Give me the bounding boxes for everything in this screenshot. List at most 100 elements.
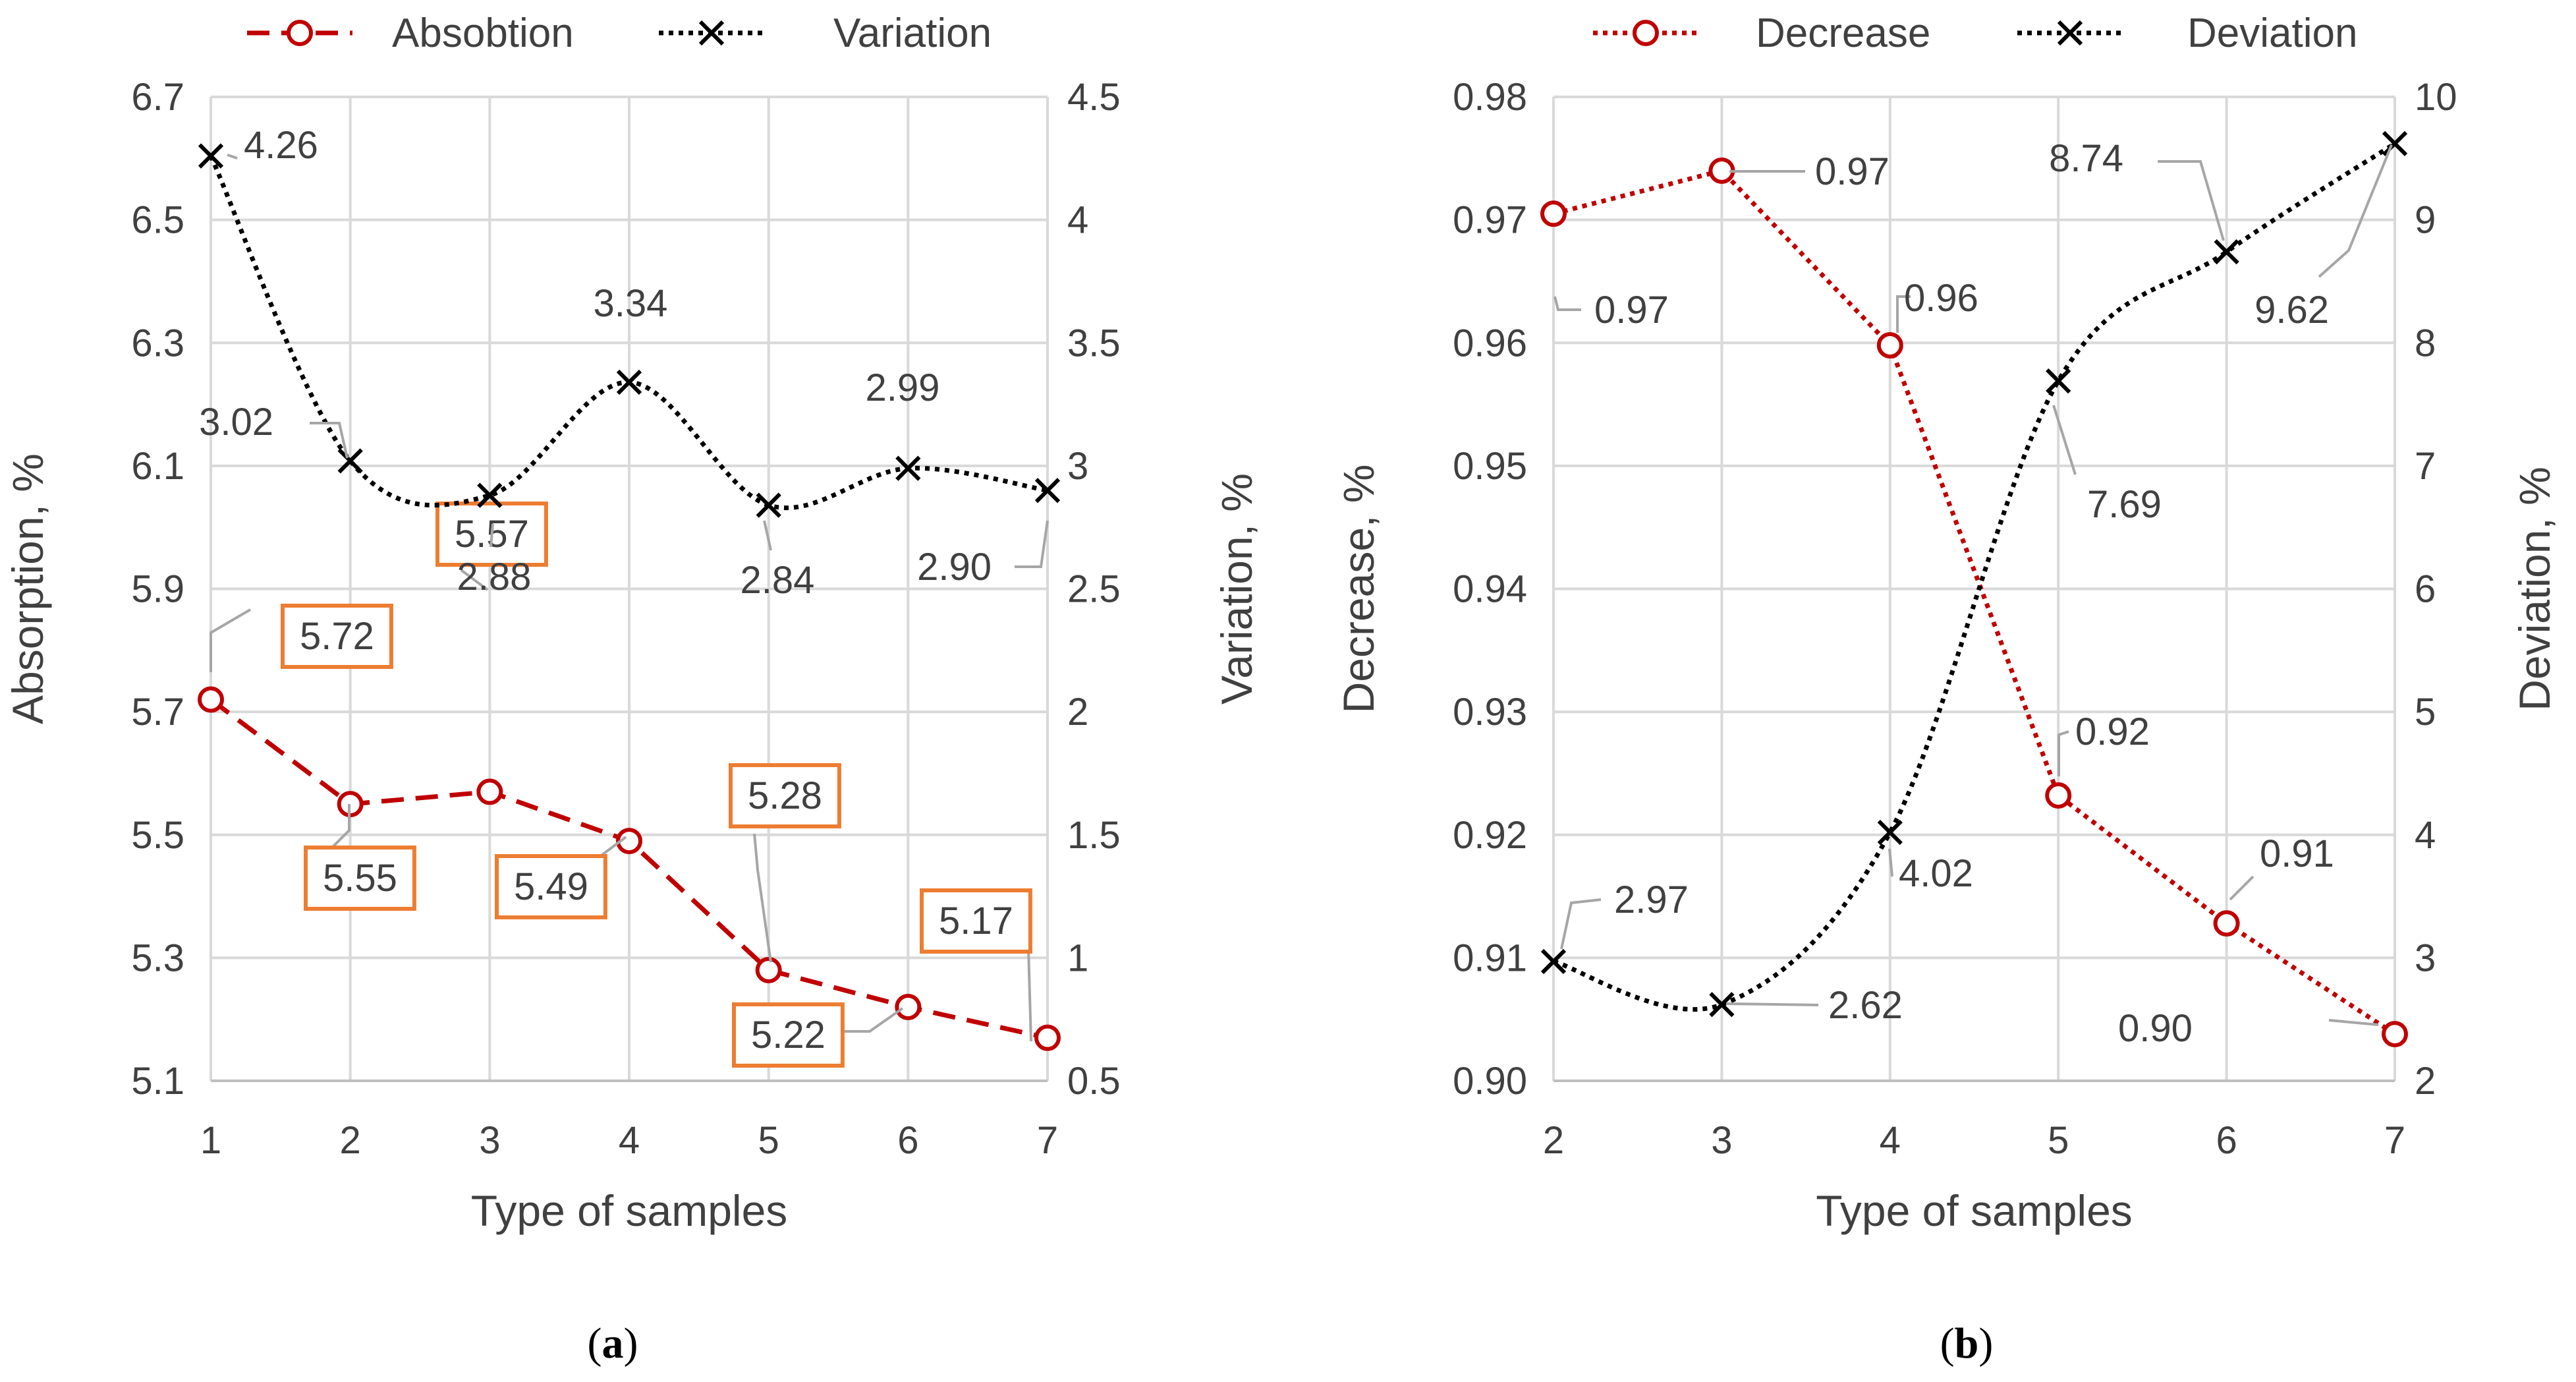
y-right-tick-label: 3	[2415, 936, 2436, 979]
data-label: 3.02	[199, 401, 273, 444]
legend-marker-x	[2057, 20, 2083, 46]
data-point-x	[337, 448, 363, 474]
data-point-x	[1034, 478, 1061, 504]
data-label: 9.62	[2254, 289, 2329, 331]
data-label-box	[920, 888, 1032, 954]
caption-letter: b	[1955, 1319, 1979, 1368]
label-leader-line	[1554, 296, 1581, 311]
data-label: 7.69	[2087, 483, 2162, 526]
x-tick-label: 1	[200, 1119, 221, 1162]
data-point-x	[477, 482, 503, 508]
label-leader-line	[1888, 848, 1893, 877]
x-tick-label: 2	[340, 1119, 361, 1162]
label-leader-line	[2158, 160, 2225, 241]
y-left-tick-label: 0.96	[1453, 322, 1527, 364]
y-right-tick-label: 1.5	[1067, 814, 1121, 857]
y-left-tick-label: 5.3	[131, 936, 184, 979]
y-left-tick-label: 6.5	[131, 199, 184, 242]
data-point-circle	[616, 828, 642, 855]
label-leader-line	[1560, 898, 1602, 950]
y-right-tick-label: 7	[2415, 445, 2436, 488]
data-label: 5.17	[939, 900, 1013, 942]
y-right-tick-label: 3.5	[1067, 322, 1121, 364]
data-point-circle	[1034, 1024, 1061, 1051]
legend-label: Variation	[833, 11, 992, 56]
label-leader-line	[2052, 405, 2077, 475]
y-right-tick-label: 10	[2415, 76, 2457, 119]
label-leader-line	[328, 804, 350, 851]
y-left-tick-label: 5.7	[131, 691, 184, 734]
x-tick-label: 5	[758, 1119, 779, 1162]
legend-marker-x	[698, 20, 725, 46]
data-point-x	[1709, 992, 1735, 1018]
x-axis-title: Type of samples	[1816, 1186, 2133, 1235]
y-right-axis-title: Variation, %	[1212, 473, 1261, 705]
data-point-circle	[2213, 910, 2240, 937]
x-tick-label: 3	[479, 1119, 500, 1162]
data-point-x	[1540, 948, 1567, 975]
legend-marker-circle	[1633, 20, 1659, 46]
data-label: 0.90	[2118, 1007, 2193, 1050]
caption-paren: (	[1940, 1319, 1955, 1368]
caption-paren: )	[1978, 1319, 1993, 1368]
data-point-circle	[2382, 1021, 2408, 1048]
label-leader-line	[1015, 520, 1049, 568]
caption-paren: (	[588, 1319, 602, 1368]
caption-paren: )	[624, 1319, 638, 1368]
data-point-circle	[895, 994, 922, 1021]
data-label: 2.90	[917, 546, 992, 589]
data-label: 2.88	[457, 556, 532, 598]
y-right-tick-label: 5	[2415, 691, 2436, 734]
label-leader-line	[2318, 144, 2393, 278]
data-point-x	[198, 143, 224, 169]
legend-marker-circle	[287, 20, 313, 46]
y-right-tick-label: 9	[2415, 199, 2436, 242]
data-point-x	[2046, 368, 2071, 394]
x-tick-label: 6	[2216, 1119, 2237, 1162]
y-right-tick-label: 0.5	[1067, 1060, 1121, 1103]
y-right-tick-label: 6	[2415, 568, 2436, 611]
data-point-circle	[755, 957, 782, 984]
data-label: 4.02	[1899, 852, 1973, 895]
data-label: 5.72	[300, 615, 374, 658]
panel-caption: (b)	[1940, 1319, 1994, 1368]
data-label: 3.34	[594, 282, 668, 325]
x-tick-label: 4	[1880, 1119, 1901, 1162]
label-leader-line	[460, 569, 489, 591]
y-left-tick-label: 0.97	[1453, 199, 1527, 242]
label-leader-line	[310, 422, 349, 459]
label-leader-line	[1896, 295, 1911, 333]
y-left-tick-label: 0.92	[1453, 814, 1527, 857]
y-right-tick-label: 8	[2415, 322, 2436, 364]
label-leader-line	[2058, 730, 2069, 776]
data-point-x	[2214, 239, 2239, 265]
label-leader-line	[490, 523, 494, 548]
data-label: 8.74	[2049, 137, 2123, 180]
data-label: 0.97	[1815, 150, 1890, 193]
data-label: 0.97	[1594, 289, 1669, 331]
data-point-x	[756, 492, 781, 518]
y-right-tick-label: 2	[1067, 691, 1088, 734]
y-left-tick-label: 0.94	[1453, 568, 1527, 611]
x-tick-label: 6	[897, 1119, 918, 1162]
data-label-box	[304, 846, 416, 911]
y-right-tick-label: 3	[1067, 445, 1088, 488]
y-right-tick-label: 4	[1067, 199, 1088, 242]
panel-caption: (a)	[588, 1319, 638, 1368]
y-left-tick-label: 0.91	[1453, 936, 1527, 979]
data-label-box	[729, 763, 841, 828]
data-point-x	[895, 455, 921, 481]
data-label: 0.92	[2075, 710, 2150, 753]
data-label: 0.96	[1904, 277, 1978, 320]
x-tick-label: 3	[1711, 1119, 1732, 1162]
data-label: 2.97	[1614, 878, 1689, 921]
y-left-tick-label: 6.3	[131, 322, 184, 364]
y-right-tick-label: 2	[2415, 1060, 2436, 1103]
data-label: 5.55	[323, 857, 397, 900]
x-tick-label: 7	[2384, 1119, 2405, 1162]
data-label: 5.28	[748, 774, 822, 817]
y-left-tick-label: 5.1	[131, 1060, 184, 1103]
data-label: 4.26	[244, 124, 318, 167]
